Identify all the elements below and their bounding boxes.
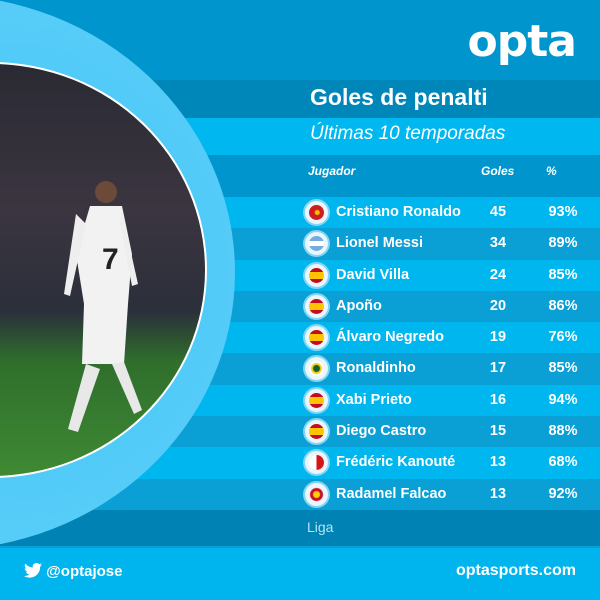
goals-value: 13 [489, 454, 507, 471]
column-header-goals: Goles [481, 164, 515, 178]
pct-value: 85% [548, 266, 578, 283]
footer [0, 548, 600, 600]
spain-flag-icon [305, 388, 328, 412]
spain-flag-icon [305, 420, 328, 444]
goals-value: 34 [489, 235, 507, 252]
argentina-flag-icon [305, 232, 328, 256]
pct-value: 68% [548, 454, 578, 471]
column-header-player: Jugador [308, 164, 356, 178]
flag-emblem [309, 392, 324, 408]
twitter-bird-icon [24, 562, 42, 578]
flag-emblem [309, 455, 324, 471]
page-title: Goles de penalti [310, 84, 488, 110]
competition-label: Liga [307, 519, 334, 535]
player-name: Álvaro Negredo [336, 329, 444, 346]
goals-value: 20 [489, 297, 507, 314]
flag-emblem [309, 361, 324, 377]
pct-value: 92% [548, 485, 578, 502]
pct-value: 86% [548, 297, 578, 314]
flag-emblem [309, 330, 324, 346]
flag-emblem [309, 486, 324, 502]
pct-value: 89% [548, 235, 578, 252]
pct-value: 88% [548, 423, 578, 440]
spain-flag-icon [305, 294, 328, 318]
spain-flag-icon [305, 263, 328, 287]
column-header-pct: % [546, 164, 557, 178]
flag-emblem [309, 236, 324, 252]
flag-emblem [309, 205, 324, 220]
flag-emblem [309, 267, 324, 283]
flag-emblem [309, 298, 324, 314]
goals-value: 16 [489, 391, 507, 408]
player-name: Apoño [336, 297, 382, 314]
goals-value: 45 [489, 204, 507, 220]
player-name: Xabi Prieto [336, 391, 412, 408]
player-name: Lionel Messi [336, 235, 424, 252]
player-name: Cristiano Ronaldo [336, 204, 461, 220]
opta-logo: opta [467, 16, 577, 67]
flag-emblem [309, 424, 324, 440]
goals-value: 24 [489, 266, 507, 283]
svg-text:7: 7 [102, 243, 119, 276]
subtitle: Últimas 10 temporadas [310, 123, 506, 144]
pct-value: 85% [548, 360, 578, 377]
sevilla-crest-flag-icon [305, 451, 328, 475]
goals-value: 13 [489, 485, 507, 502]
colombia-flag-icon [305, 482, 328, 506]
goals-value: 19 [489, 329, 507, 346]
website-link[interactable]: optasports.com [455, 562, 576, 579]
goals-value: 17 [489, 360, 507, 377]
pct-value: 94% [548, 391, 578, 408]
portugal-flag-icon [305, 201, 328, 224]
player-name: David Villa [336, 266, 410, 283]
player-figure: 7 [64, 181, 142, 432]
player-name: Radamel Falcao [336, 485, 447, 502]
brazil-flag-icon [305, 357, 328, 381]
goals-value: 15 [489, 423, 507, 440]
twitter-handle[interactable]: @optajose [24, 562, 123, 580]
player-name: Frédéric Kanouté [336, 454, 456, 471]
twitter-handle-text: @optajose [46, 563, 123, 580]
pct-value: 76% [548, 329, 578, 346]
competition-band [0, 510, 600, 548]
spain-flag-icon [305, 326, 328, 350]
pct-value: 93% [548, 204, 578, 220]
player-name: Diego Castro [336, 423, 427, 440]
player-name: Ronaldinho [336, 360, 416, 377]
